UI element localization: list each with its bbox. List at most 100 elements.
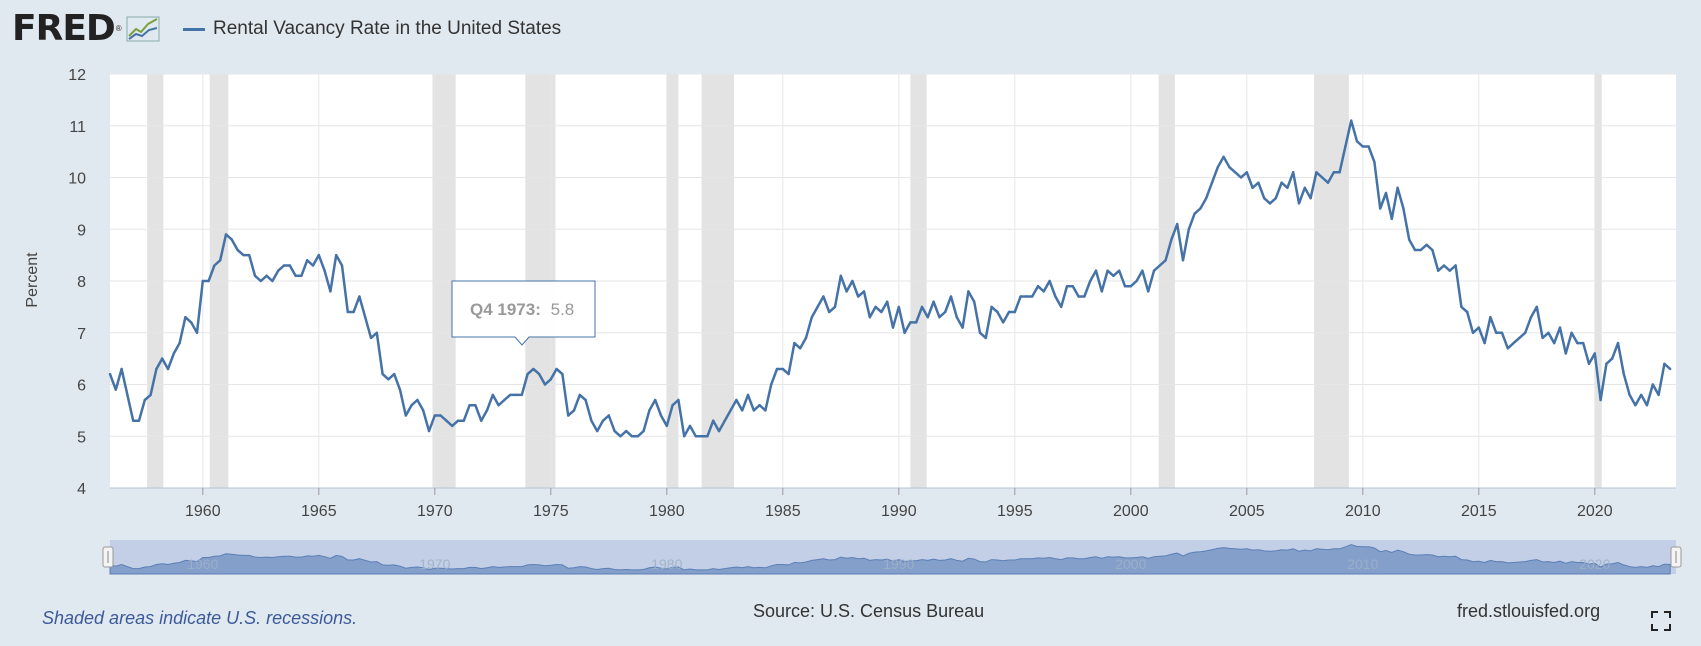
data-point[interactable] xyxy=(770,383,773,386)
data-point[interactable] xyxy=(346,310,349,314)
data-point[interactable] xyxy=(1309,197,1312,200)
data-point[interactable] xyxy=(1007,310,1011,314)
data-point[interactable] xyxy=(1344,145,1347,148)
data-point[interactable] xyxy=(1669,367,1672,371)
data-point[interactable] xyxy=(213,264,216,267)
data-point[interactable] xyxy=(526,372,529,376)
data-point[interactable] xyxy=(248,253,251,257)
data-point[interactable] xyxy=(1367,145,1370,148)
data-point[interactable] xyxy=(474,404,477,407)
data-point[interactable] xyxy=(1419,248,1423,252)
data-point[interactable] xyxy=(630,435,634,438)
data-point[interactable] xyxy=(1152,269,1156,272)
data-point[interactable] xyxy=(230,238,233,241)
data-point[interactable] xyxy=(1089,279,1092,283)
data-point[interactable] xyxy=(358,295,361,298)
data-point[interactable] xyxy=(1599,398,1602,402)
data-point[interactable] xyxy=(555,367,558,371)
data-point[interactable] xyxy=(1657,393,1660,397)
data-point[interactable] xyxy=(601,419,605,422)
data-point[interactable] xyxy=(978,331,982,334)
data-point[interactable] xyxy=(1541,336,1544,340)
data-point[interactable] xyxy=(799,347,802,350)
data-point[interactable] xyxy=(712,419,715,422)
data-point[interactable] xyxy=(683,435,686,438)
data-point[interactable] xyxy=(503,398,506,402)
data-point[interactable] xyxy=(1570,331,1573,334)
data-point[interactable] xyxy=(207,279,210,283)
data-point[interactable] xyxy=(433,414,436,417)
data-point[interactable] xyxy=(1616,341,1620,345)
data-point[interactable] xyxy=(1268,202,1272,205)
data-point[interactable] xyxy=(1065,285,1069,288)
data-point[interactable] xyxy=(1390,217,1394,221)
data-point[interactable] xyxy=(752,409,755,412)
data-point[interactable] xyxy=(897,305,900,309)
data-point[interactable] xyxy=(793,341,796,345)
data-point[interactable] xyxy=(1199,207,1202,210)
data-point[interactable] xyxy=(1518,336,1521,340)
data-point[interactable] xyxy=(1193,212,1196,215)
data-point[interactable] xyxy=(648,409,651,412)
fred-site-link[interactable]: fred.stlouisfed.org xyxy=(1457,601,1601,621)
data-point[interactable] xyxy=(532,367,535,371)
data-point[interactable] xyxy=(253,274,257,277)
data-point[interactable] xyxy=(172,352,175,355)
data-point[interactable] xyxy=(659,414,663,417)
data-point[interactable] xyxy=(1245,171,1249,174)
data-point[interactable] xyxy=(625,429,628,433)
navigator[interactable]: 1960 1970 1980 1990 2000 2010 2020 xyxy=(102,540,1682,575)
data-point[interactable] xyxy=(132,419,135,422)
data-point[interactable] xyxy=(746,393,750,397)
data-point[interactable] xyxy=(1338,171,1341,174)
data-point[interactable] xyxy=(311,264,315,267)
data-point[interactable] xyxy=(190,321,193,324)
data-point[interactable] xyxy=(1564,352,1568,355)
data-point[interactable] xyxy=(1489,316,1492,319)
data-point[interactable] xyxy=(561,372,564,376)
data-point[interactable] xyxy=(607,414,610,417)
data-point[interactable] xyxy=(143,398,146,402)
data-point[interactable] xyxy=(161,357,164,360)
data-point[interactable] xyxy=(155,367,158,371)
data-point[interactable] xyxy=(1210,181,1214,184)
data-point[interactable] xyxy=(677,398,680,402)
data-point[interactable] xyxy=(381,372,384,376)
data-point[interactable] xyxy=(375,331,378,334)
data-point[interactable] xyxy=(236,248,239,252)
data-point[interactable] xyxy=(439,414,442,417)
data-point[interactable] xyxy=(329,290,332,293)
data-point[interactable] xyxy=(1280,181,1283,184)
data-point[interactable] xyxy=(1593,352,1597,355)
data-point[interactable] xyxy=(1477,326,1481,329)
data-point[interactable] xyxy=(758,404,761,407)
data-point[interactable] xyxy=(1170,238,1173,241)
data-point[interactable] xyxy=(671,404,674,407)
data-point[interactable] xyxy=(485,409,489,412)
data-point[interactable] xyxy=(277,269,280,272)
data-point[interactable] xyxy=(543,383,547,386)
data-point[interactable] xyxy=(195,331,199,334)
data-point[interactable] xyxy=(839,274,842,277)
data-point[interactable] xyxy=(845,290,848,293)
data-point[interactable] xyxy=(480,419,483,422)
data-point[interactable] xyxy=(955,316,958,319)
data-point[interactable] xyxy=(126,393,129,397)
data-point[interactable] xyxy=(398,388,402,391)
data-point[interactable] xyxy=(1628,393,1631,397)
data-point[interactable] xyxy=(340,264,344,267)
data-point[interactable] xyxy=(393,372,396,376)
data-point[interactable] xyxy=(1135,279,1138,283)
data-point[interactable] xyxy=(1025,295,1028,298)
data-point[interactable] xyxy=(741,409,744,412)
data-point[interactable] xyxy=(451,424,454,428)
data-point[interactable] xyxy=(1083,295,1086,298)
data-point[interactable] xyxy=(613,429,616,433)
data-point[interactable] xyxy=(549,378,552,381)
data-point[interactable] xyxy=(1645,404,1649,407)
data-point[interactable] xyxy=(1118,269,1121,272)
data-point[interactable] xyxy=(1471,331,1475,334)
data-point[interactable] xyxy=(1239,176,1243,179)
data-point[interactable] xyxy=(509,393,512,397)
data-point[interactable] xyxy=(1361,145,1365,148)
